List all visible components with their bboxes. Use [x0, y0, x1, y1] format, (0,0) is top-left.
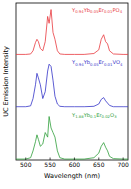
x-tick	[50, 158, 51, 161]
subscript: 4	[120, 9, 123, 14]
x-tick-label: 500	[20, 161, 32, 168]
series-label: Y0.94Yb0.05Er0.01VO4	[71, 59, 123, 66]
spectrum-line	[16, 10, 128, 55]
spectrum-line	[16, 117, 128, 160]
text-run: VO	[112, 59, 120, 65]
text-run: PO	[112, 7, 119, 13]
x-tick	[98, 158, 99, 161]
x-tick-label: 650	[93, 161, 105, 168]
x-axis-label: Wavelength (nm)	[44, 172, 100, 180]
subscript: 4	[120, 62, 123, 67]
series-label: Y1.88Yb0.1Er0.02O3	[71, 112, 117, 119]
plot-area	[16, 117, 128, 160]
x-tick	[74, 158, 75, 161]
plot-frame	[16, 3, 128, 160]
plot-area	[16, 10, 128, 55]
subscript: 3	[114, 114, 117, 119]
x-tick-label: 550	[44, 161, 56, 168]
x-tick	[25, 158, 26, 161]
y-axis-label: UC Emission Intensity	[2, 46, 10, 117]
chart: Y0.94Yb0.05Er0.01PO4 Y0.94Yb0.05Er0.01VO4…	[0, 0, 131, 189]
spectrum-line	[16, 64, 128, 107]
x-tick-label: 600	[69, 161, 81, 168]
series-label: Y0.94Yb0.05Er0.01PO4	[71, 7, 123, 14]
plot-area	[16, 64, 128, 107]
x-tick-label: 700	[117, 161, 129, 168]
x-tick	[123, 158, 124, 161]
